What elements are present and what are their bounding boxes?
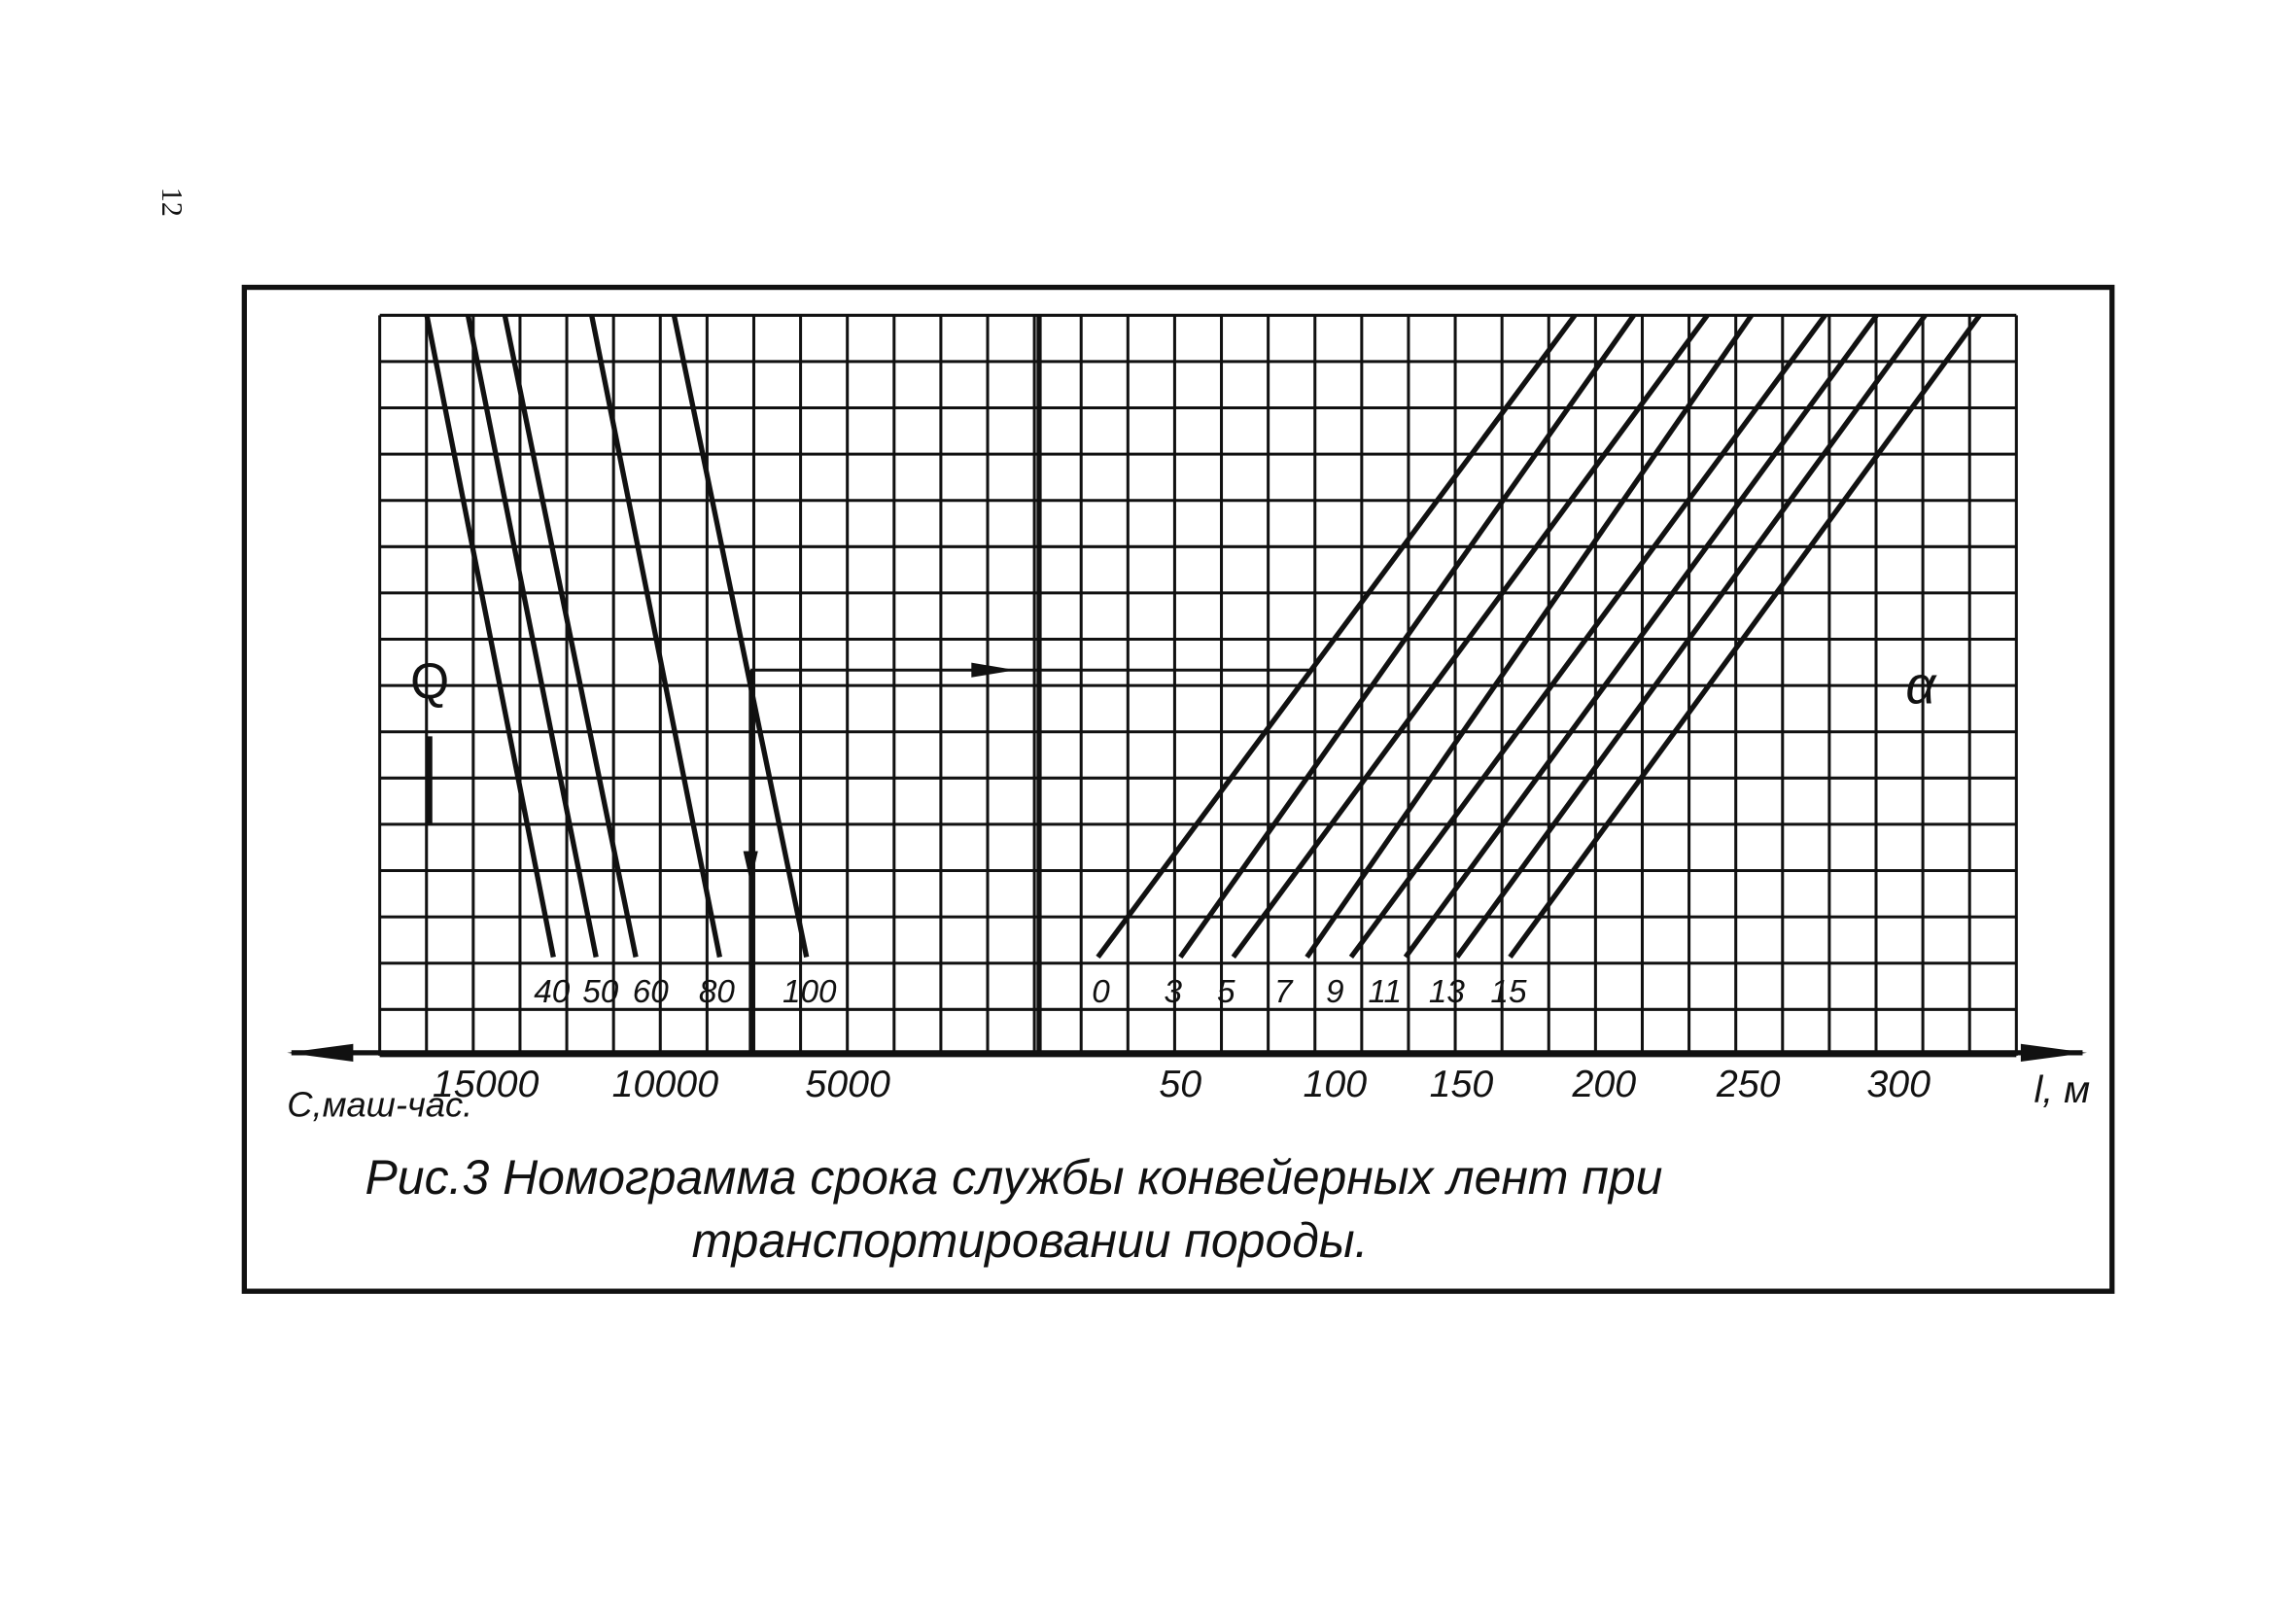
left-scale-label: Q <box>410 652 449 709</box>
l-tick-label: 300 <box>1866 1063 1931 1105</box>
figure-frame <box>241 284 2115 1294</box>
c-tick-label: 10000 <box>612 1063 719 1105</box>
caption-line: транспортировании породы. <box>692 1213 1369 1268</box>
l-tick-label: 50 <box>1159 1063 1201 1105</box>
l-tick-label: 100 <box>1303 1063 1367 1105</box>
alpha-line <box>1348 313 1827 960</box>
q-line <box>424 314 556 958</box>
l-axis-label: l, м <box>2034 1068 2090 1111</box>
axis-arrow <box>2020 1043 2087 1062</box>
q-curve-label: 100 <box>783 974 837 1010</box>
alpha-curve-label: 0 <box>1092 974 1110 1010</box>
alpha-curve-label: 11 <box>1368 974 1402 1010</box>
axis-arrow <box>287 1043 354 1062</box>
alpha-line <box>1096 313 1578 960</box>
c-tick-label: 15000 <box>433 1063 539 1105</box>
alpha-curve-label: 13 <box>1429 974 1466 1010</box>
curves <box>424 313 1982 1053</box>
q-line <box>502 314 639 958</box>
q-curve-label: 50 <box>582 974 619 1010</box>
c-axis-label: С,маш-час. <box>287 1084 472 1124</box>
example-arrow <box>743 851 758 884</box>
example-arrow <box>971 662 1016 678</box>
alpha-curve-label: 7 <box>1274 974 1294 1010</box>
l-tick-label: 150 <box>1430 1063 1494 1105</box>
q-curve-label: 80 <box>699 974 736 1010</box>
q-line <box>465 314 599 958</box>
alpha-line <box>1403 313 1879 960</box>
alpha-line <box>1178 313 1636 959</box>
alpha-line <box>1305 313 1754 959</box>
l-tick-label: 250 <box>1716 1063 1781 1105</box>
alpha-curve-label: 3 <box>1164 974 1182 1010</box>
c-tick-label: 5000 <box>805 1063 890 1105</box>
l-tick-label: 200 <box>1572 1063 1637 1105</box>
q-curve-label: 40 <box>534 974 571 1010</box>
right-scale-label: α <box>1905 655 1937 715</box>
q-line <box>589 314 722 958</box>
alpha-curve-label: 9 <box>1326 974 1344 1010</box>
q-line <box>671 314 810 959</box>
alpha-line <box>1231 313 1710 960</box>
alpha-line <box>1508 313 1982 960</box>
caption-line: Рис.3 Номограмма срока службы конвейерны… <box>365 1150 1662 1205</box>
alpha-line <box>1454 313 1928 960</box>
alpha-curve-label: 5 <box>1217 974 1235 1010</box>
page-number: 12 <box>156 188 189 217</box>
q-curve-label: 60 <box>633 974 670 1010</box>
alpha-curve-label: 15 <box>1490 974 1527 1010</box>
